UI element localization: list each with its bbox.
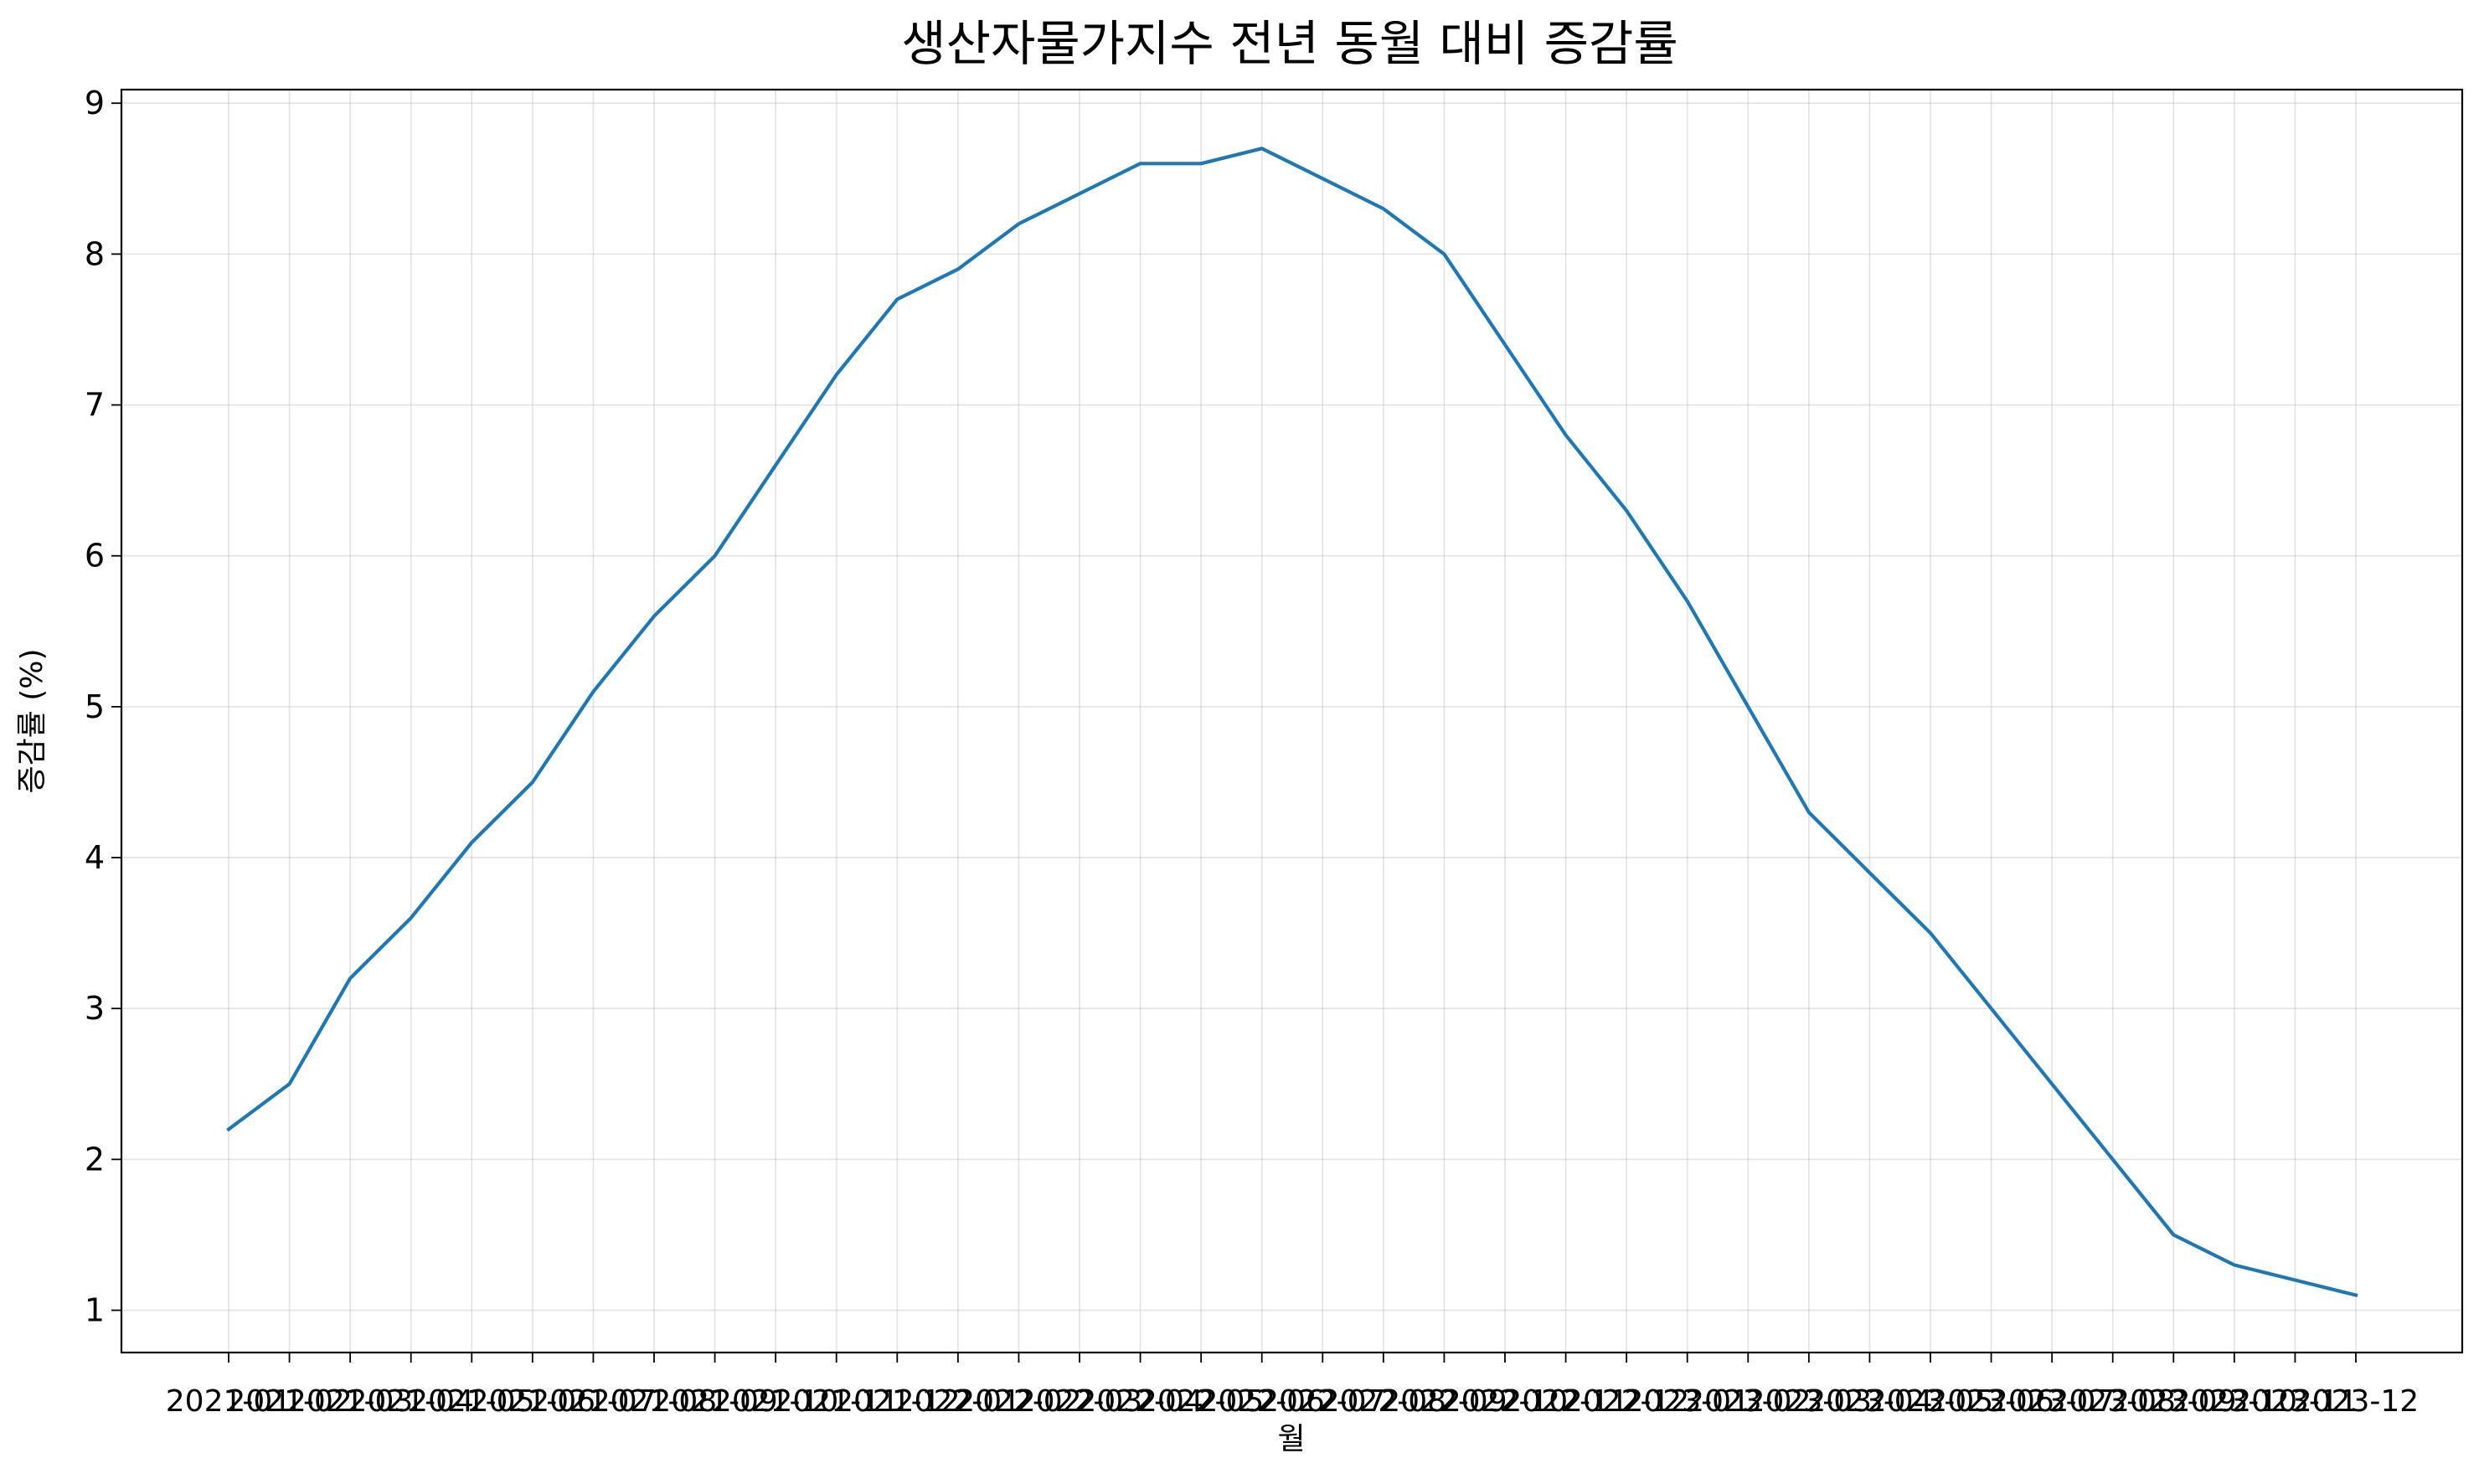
x-tick-label: 2023-03 (1746, 1384, 1872, 1419)
x-tick-label: 2021-03 (287, 1384, 413, 1419)
x-tick-label: 2023-07 (1989, 1384, 2115, 1419)
x-tick-label: 2023-04 (1806, 1384, 1932, 1419)
x-tick-label: 2023-02 (1685, 1384, 1811, 1419)
x-tick-label: 2023-11 (2232, 1384, 2358, 1419)
x-tick-label: 2022-09 (1381, 1384, 1507, 1419)
x-tick-label: 2023-08 (2050, 1384, 2176, 1419)
x-tick-label: 2022-06 (1199, 1384, 1325, 1419)
x-tick-label: 2022-05 (1138, 1384, 1264, 1419)
x-tick-label: 2022-10 (1442, 1384, 1568, 1419)
x-tick-label: 2022-02 (956, 1384, 1081, 1419)
x-tick-label: 2021-01 (166, 1384, 291, 1419)
x-tick-label: 2022-04 (1077, 1384, 1203, 1419)
y-axis-label: 증감률 (%) (15, 648, 49, 793)
x-tick-label: 2023-12 (2293, 1384, 2419, 1419)
axes: 2021-012021-022021-032021-042021-052021-… (85, 85, 2419, 1419)
x-tick-label: 2021-12 (834, 1384, 960, 1419)
x-tick-label: 2021-10 (713, 1384, 838, 1419)
y-tick-label: 9 (85, 85, 105, 121)
x-tick-label: 2023-10 (2172, 1384, 2297, 1419)
x-tick-label: 2022-08 (1321, 1384, 1446, 1419)
x-tick-label: 2022-01 (895, 1384, 1021, 1419)
x-tick-label: 2023-06 (1928, 1384, 2054, 1419)
y-tick-label: 4 (85, 839, 105, 876)
series-layer (226, 147, 2358, 1298)
series-line (226, 147, 2358, 1298)
x-tick-label: 2021-04 (348, 1384, 474, 1419)
plot-frame (120, 88, 2464, 1354)
y-tick-label: 8 (85, 235, 105, 272)
x-tick-label: 2021-11 (774, 1384, 899, 1419)
y-tick-label: 5 (85, 688, 105, 725)
y-tick-label: 7 (85, 387, 105, 424)
x-tick-label: 2021-07 (530, 1384, 656, 1419)
x-tick-label: 2022-03 (1017, 1384, 1142, 1419)
x-tick-label: 2023-09 (2110, 1384, 2236, 1419)
x-tick-label: 2021-09 (652, 1384, 777, 1419)
y-tick-label: 2 (85, 1141, 105, 1177)
x-tick-label: 2022-07 (1260, 1384, 1385, 1419)
x-axis-label: 월 (1277, 1422, 1305, 1456)
y-tick-label: 1 (85, 1292, 105, 1329)
x-tick-label: 2021-06 (470, 1384, 595, 1419)
x-tick-label: 2022-11 (1502, 1384, 1628, 1419)
x-tick-label: 2023-05 (1868, 1384, 1993, 1419)
y-tick-label: 6 (85, 538, 105, 575)
x-tick-label: 2022-12 (1564, 1384, 1689, 1419)
x-tick-label: 2021-05 (409, 1384, 534, 1419)
x-tick-label: 2021-08 (591, 1384, 717, 1419)
x-tick-label: 2021-02 (226, 1384, 352, 1419)
x-tick-label: 2023-01 (1625, 1384, 1750, 1419)
y-tick-label: 3 (85, 990, 105, 1027)
chart-title: 생산자물가지수 전년 동월 대비 증감률 (901, 15, 1678, 72)
